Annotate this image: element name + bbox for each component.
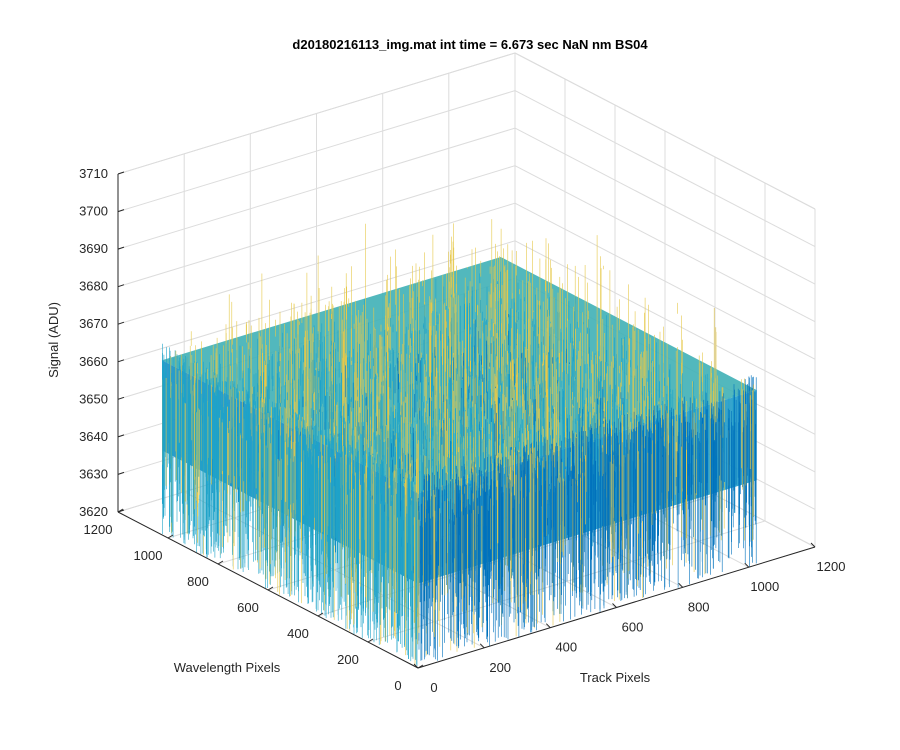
sidewall-gridline-z [514, 165, 816, 323]
x-tick-label: 200 [489, 660, 511, 675]
box-top-edge [514, 52, 816, 210]
backwall-gridline-z [117, 90, 516, 213]
y-tick-label: 1200 [84, 522, 113, 537]
z-tick-label: 3660 [79, 354, 108, 369]
sidewall-gridline-z [514, 202, 816, 360]
z-tick-label: 3650 [79, 391, 108, 406]
z-axis-label: Signal (ADU) [46, 302, 61, 378]
z-tick-mark [117, 246, 125, 250]
x-axis-label: Track Pixels [580, 670, 651, 685]
chart-title: d20180216113_img.mat int time = 6.673 se… [292, 37, 648, 52]
z-tick-mark [117, 359, 125, 363]
z-tick-label: 3620 [79, 504, 108, 519]
y-tick-label: 200 [337, 652, 359, 667]
axes-lines [117, 171, 816, 669]
box-top-edge [117, 52, 516, 175]
y-tick-mark [417, 664, 424, 669]
x-tick-mark [479, 643, 485, 649]
z-tick-mark [117, 284, 125, 288]
y-tick-mark [167, 534, 174, 539]
x-tick-label: 1000 [750, 579, 779, 594]
sidewall-gridline-z [514, 127, 816, 285]
x-tick-mark [678, 582, 684, 588]
z-tick-mark [117, 509, 125, 513]
z-tick-label: 3630 [79, 466, 108, 481]
y-tick-label: 0 [394, 678, 401, 693]
y-tick-mark [317, 612, 324, 617]
z-tick-mark [117, 171, 125, 175]
backwall-gridline-z [117, 202, 516, 325]
backwall-gridline-z [117, 127, 516, 250]
y-tick-label: 600 [237, 600, 259, 615]
y-tick-label: 400 [287, 626, 309, 641]
z-tick-label: 3690 [79, 241, 108, 256]
sidewall-gridline-z [514, 90, 816, 248]
surface-data [162, 219, 757, 666]
x-tick-mark [413, 663, 419, 669]
z-tick-mark [117, 434, 125, 438]
z-tick-label: 3710 [79, 166, 108, 181]
z-tick-mark [117, 396, 125, 400]
x-tick-mark [612, 603, 617, 608]
z-tick-mark [117, 471, 125, 475]
sidewall-gridline-z [514, 240, 816, 398]
tick-labels: 0 200 400 600 800 1000 1200 0 200 400 600 800 1000 12… [79, 166, 845, 695]
x-tick-label: 600 [622, 620, 644, 635]
x-tick-mark [810, 542, 816, 548]
x-tick-label: 0 [430, 680, 437, 695]
x-tick-mark [545, 623, 551, 629]
x-tick-label: 1200 [817, 559, 846, 574]
y-tick-mark [217, 560, 224, 565]
z-tick-label: 3680 [79, 279, 108, 294]
backwall-gridline-z [117, 240, 516, 363]
y-tick-mark [267, 586, 274, 591]
y-axis-label: Wavelength Pixels [174, 660, 281, 675]
z-tick-mark [117, 209, 125, 213]
z-tick-label: 3670 [79, 316, 108, 331]
x-tick-mark [744, 562, 750, 568]
y-tick-label: 800 [187, 574, 209, 589]
x-tick-label: 800 [688, 599, 710, 614]
z-tick-label: 3640 [79, 429, 108, 444]
z-tick-label: 3700 [79, 204, 108, 219]
backwall-gridline-z [117, 165, 516, 288]
y-tick-mark [367, 638, 374, 643]
z-tick-mark [117, 321, 125, 325]
y-tick-label: 1000 [134, 548, 163, 563]
x-tick-label: 400 [555, 640, 577, 655]
